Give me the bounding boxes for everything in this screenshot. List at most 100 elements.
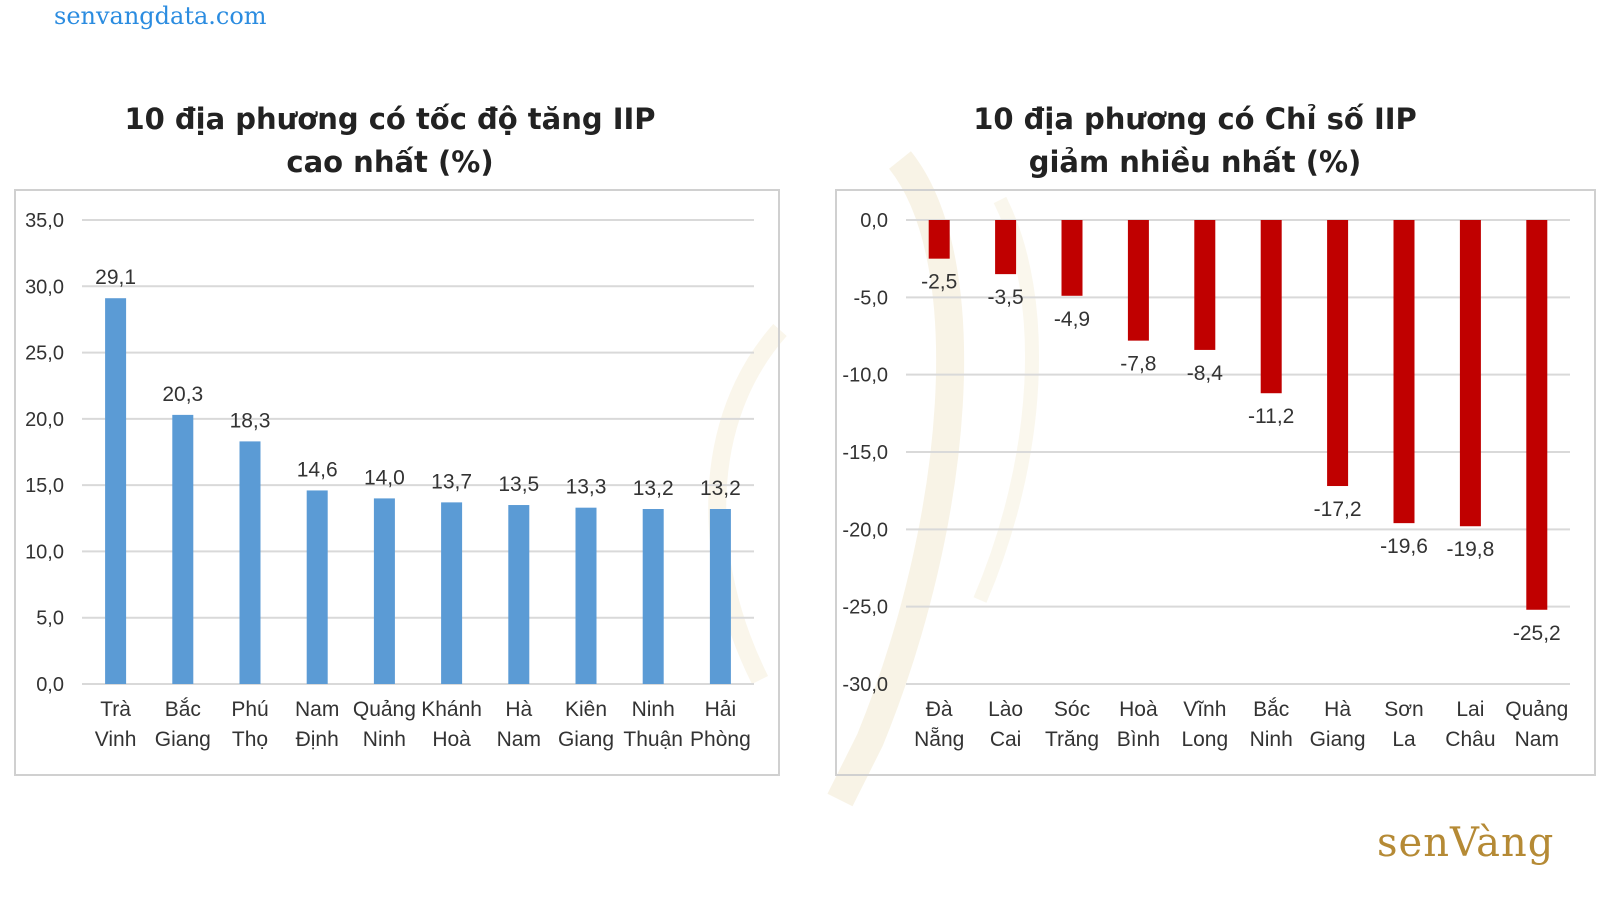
chart-1-title-line-1: 10 địa phương có tốc độ tăng IIP: [124, 102, 656, 136]
chart-1-data-label: 13,7: [431, 470, 472, 493]
chart-2-data-label: -11,2: [1248, 405, 1294, 428]
chart-1-category-label: Định: [296, 728, 339, 751]
chart-2-bar: [928, 220, 950, 259]
chart-1-frame: [14, 189, 780, 776]
chart-1-category-label: Kiên: [565, 698, 607, 721]
chart-1-category-label: Nam: [497, 728, 541, 751]
chart-2-category-label: Lào: [988, 698, 1023, 721]
chart-1-category-label: Phòng: [690, 728, 751, 751]
chart-1-category-label: Giang: [558, 728, 614, 751]
chart-1-data-label: 18,3: [230, 409, 271, 432]
chart-2-bar: [1327, 220, 1349, 487]
chart-1-bar: [642, 509, 664, 684]
chart-1-category-label: Thuận: [623, 728, 683, 751]
chart-2-category-label: Hoà: [1119, 698, 1158, 721]
chart-1-category-label: Ninh: [363, 728, 406, 751]
chart-1-category-label: Bắc: [165, 698, 201, 721]
chart-2-category-label: Nam: [1515, 728, 1559, 751]
chart-2-bar: [1194, 220, 1216, 350]
chart-1-category-label: Nam: [295, 698, 339, 721]
chart-1-data-label: 20,3: [162, 383, 203, 406]
chart-2-category-label: Hà: [1324, 698, 1351, 721]
chart-2-ytick-label: -20,0: [842, 519, 888, 541]
chart-1-category-label: Hoà: [432, 728, 471, 751]
chart-2-frame: [835, 189, 1596, 776]
chart-2-data-label: -25,2: [1513, 622, 1561, 645]
chart-1-data-label: 14,0: [364, 466, 405, 489]
chart-1-bar: [105, 298, 127, 684]
chart-2-bar: [1459, 220, 1481, 527]
chart-1-category-label: Giang: [155, 728, 211, 751]
chart-1-data-label: 13,2: [700, 477, 741, 500]
chart-2-data-label: -8,4: [1187, 362, 1224, 385]
site-url[interactable]: senvangdata.com: [54, 2, 267, 30]
chart-2-ytick-label: 0,0: [860, 210, 888, 232]
chart-1-ytick-label: 5,0: [36, 608, 64, 630]
chart-2-category-label: Vĩnh: [1183, 698, 1226, 721]
chart-2-category-label: Giang: [1310, 728, 1366, 751]
chart-1-ytick-label: 25,0: [25, 343, 64, 365]
chart-1-data-label: 13,5: [498, 473, 539, 496]
chart-2-bar: [1260, 220, 1282, 394]
chart-2-data-label: -3,5: [988, 286, 1024, 309]
chart-2-category-label: Sóc: [1054, 698, 1090, 721]
chart-2-title-line-2: giảm nhiều nhất (%): [1028, 145, 1362, 179]
chart-2-data-label: -17,2: [1314, 498, 1362, 521]
chart-1-ytick-label: 35,0: [25, 210, 64, 232]
chart-1-category-label: Quảng: [353, 698, 416, 721]
chart-2-data-label: -19,6: [1380, 535, 1428, 558]
chart-2-category-label: Bình: [1117, 728, 1160, 751]
chart-1-bar: [575, 507, 597, 684]
chart-1-bar: [709, 509, 731, 684]
chart-1-title: 10 địa phương có tốc độ tăng IIP cao nhấ…: [10, 98, 770, 184]
chart-1-category-label: Phú: [231, 698, 268, 721]
chart-2-ytick-label: -15,0: [842, 442, 888, 464]
chart-1-bar: [239, 441, 261, 684]
chart-1-category-label: Hà: [505, 698, 532, 721]
chart-2-category-label: Bắc: [1253, 698, 1289, 721]
chart-2-category-label: Sơn: [1384, 698, 1423, 721]
chart-1-data-label: 13,3: [566, 476, 607, 499]
chart-1-bar: [306, 490, 328, 684]
chart-2-category-label: Đà: [926, 698, 953, 721]
chart-2-bar: [1127, 220, 1149, 341]
chart-1-ytick-label: 20,0: [25, 409, 64, 431]
chart-2-bar: [1526, 220, 1548, 610]
chart-2-ytick-label: -5,0: [854, 287, 888, 309]
chart-2-data-label: -19,8: [1446, 538, 1494, 561]
chart-2-data-label: -4,9: [1054, 308, 1090, 331]
chart-1-bar: [172, 414, 194, 684]
chart-2-ytick-label: -25,0: [842, 597, 888, 619]
chart-1-category-label: Ninh: [632, 698, 675, 721]
chart-1-ytick-label: 0,0: [36, 674, 64, 696]
chart-2-category-label: Quảng: [1505, 698, 1568, 721]
chart-1-category-label: Trà: [100, 698, 131, 721]
chart-2-category-label: Lai: [1456, 698, 1484, 721]
chart-2-category-label: Cai: [990, 728, 1022, 751]
chart-2-category-label: Châu: [1445, 728, 1495, 751]
chart-1-category-label: Hải: [705, 698, 737, 721]
chart-2-bar: [1061, 220, 1083, 296]
chart-1-category-label: Khánh: [421, 698, 482, 721]
brand-logo: senVàng: [1377, 820, 1555, 866]
chart-2-bar: [995, 220, 1017, 275]
chart-2-category-label: Nẵng: [914, 728, 964, 751]
chart-1-data-label: 29,1: [95, 266, 136, 289]
chart-1-category-label: Vinh: [95, 728, 137, 751]
chart-1-bar: [373, 498, 395, 684]
chart-2-ytick-label: -30,0: [842, 674, 888, 696]
chart-1-ytick-label: 30,0: [25, 276, 64, 298]
chart-2-data-label: -2,5: [921, 271, 957, 294]
chart-2-category-label: La: [1392, 728, 1416, 751]
chart-2-title-line-1: 10 địa phương có Chỉ số IIP: [973, 102, 1417, 136]
chart-2-title: 10 địa phương có Chỉ số IIP giảm nhiều n…: [815, 98, 1575, 184]
chart-2-data-label: -7,8: [1120, 353, 1156, 376]
chart-2-ytick-label: -10,0: [842, 365, 888, 387]
chart-1-data-label: 13,2: [633, 477, 674, 500]
chart-1-bar: [508, 505, 530, 684]
chart-2-category-label: Ninh: [1250, 728, 1293, 751]
chart-1-bar: [441, 502, 463, 684]
chart-1-ytick-label: 15,0: [25, 475, 64, 497]
